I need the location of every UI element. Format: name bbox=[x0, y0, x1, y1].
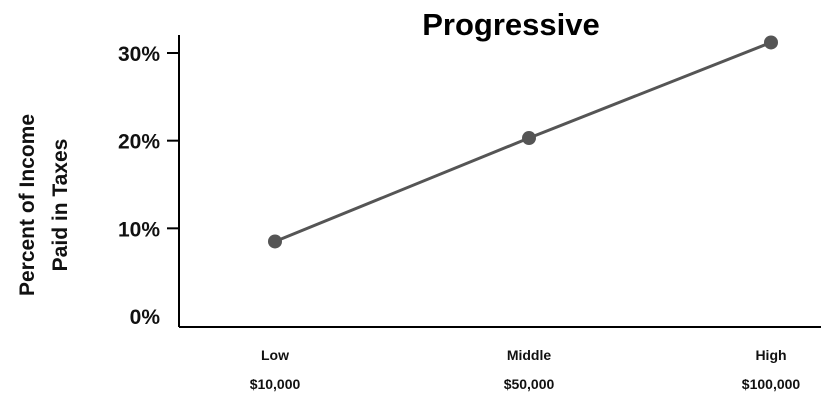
data-point bbox=[764, 35, 778, 50]
y-ticks: 0% 10% 20% 30% bbox=[118, 43, 179, 329]
y-axis-label-line-1: Percent of Income bbox=[16, 114, 39, 296]
axes bbox=[178, 35, 821, 328]
x-category-labels: Low $10,000 Middle $50,000 High $100,000 bbox=[250, 347, 801, 392]
data-point bbox=[268, 234, 282, 249]
series-line bbox=[274, 41, 772, 243]
y-axis-label-line-2: Paid in Taxes bbox=[49, 139, 72, 272]
x-category-name: Middle bbox=[507, 347, 552, 363]
y-tick-label: 20% bbox=[118, 131, 160, 154]
y-tick-label: 30% bbox=[118, 43, 160, 66]
data-point bbox=[522, 131, 536, 146]
data-series bbox=[268, 35, 778, 249]
x-category-name: Low bbox=[261, 347, 289, 363]
y-tick-label: 10% bbox=[118, 218, 160, 241]
chart-title: Progressive bbox=[422, 7, 600, 42]
y-tick-label: 0% bbox=[130, 306, 161, 329]
x-category-income: $100,000 bbox=[742, 376, 801, 392]
x-category-income: $50,000 bbox=[504, 376, 555, 392]
y-axis-label: Percent of Income Paid in Taxes bbox=[16, 114, 72, 296]
x-category-name: High bbox=[755, 347, 786, 363]
x-category-income: $10,000 bbox=[250, 376, 301, 392]
